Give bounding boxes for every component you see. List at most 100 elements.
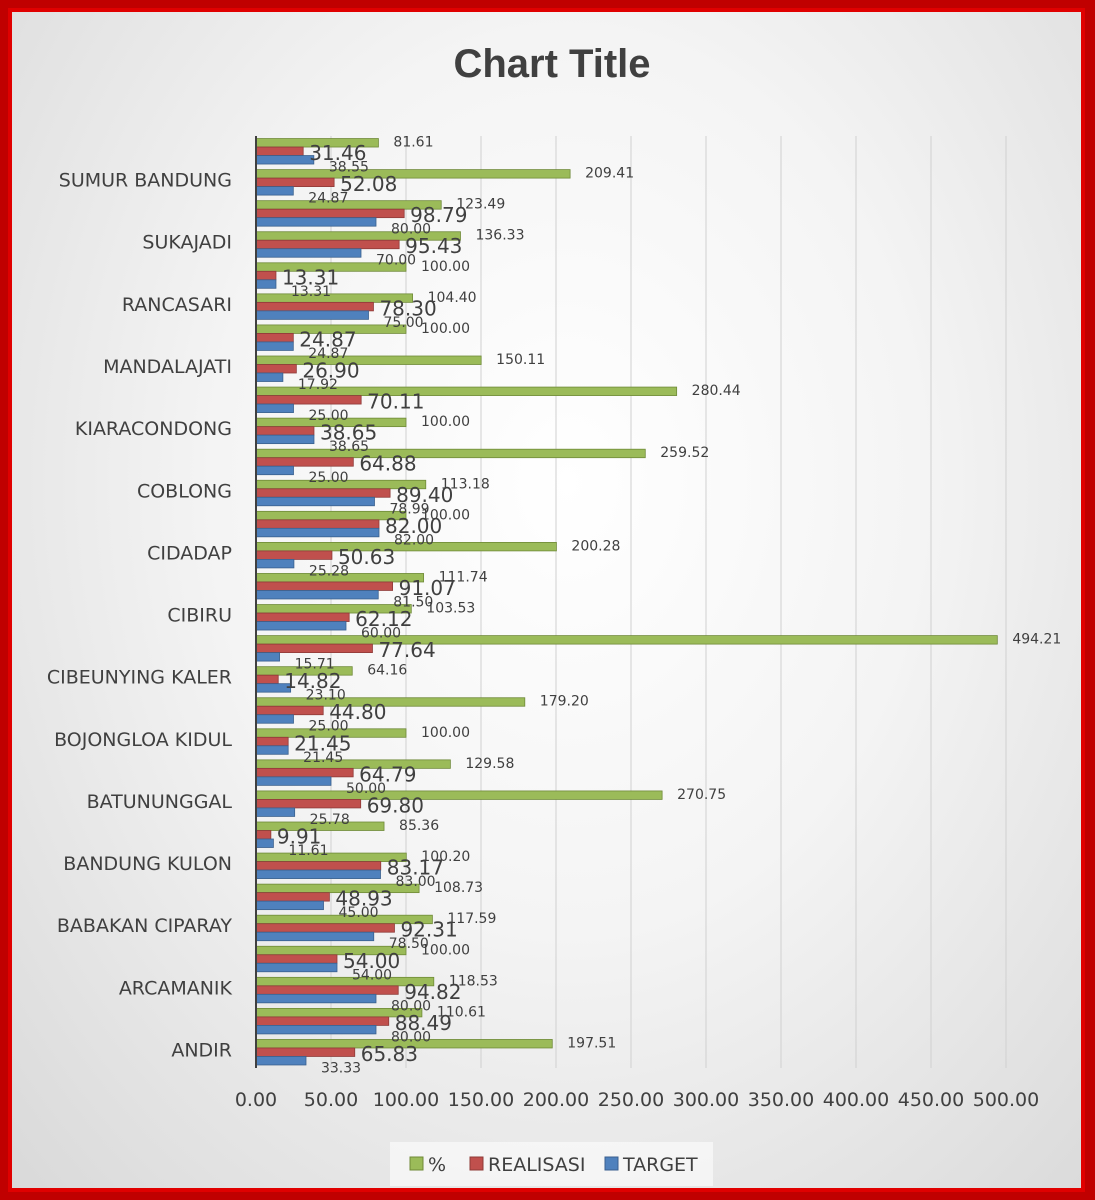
bar-realisasi xyxy=(255,177,335,188)
data-label-pct: 129.58 xyxy=(465,756,514,772)
data-label-target: 11.61 xyxy=(288,843,328,859)
data-label-realisasi: 91.07 xyxy=(399,576,456,600)
data-label-pct: 197.51 xyxy=(567,1035,616,1051)
bar-target xyxy=(255,341,294,351)
data-label-realisasi: 98.79 xyxy=(410,203,467,227)
bar-realisasi xyxy=(255,426,315,436)
bar-realisasi xyxy=(255,892,330,902)
data-label-realisasi: 64.88 xyxy=(359,452,416,476)
data-label-pct: 108.73 xyxy=(434,880,483,896)
bar-target xyxy=(255,310,369,320)
legend-label-realisasi: REALISASI xyxy=(488,1154,585,1176)
bar-target xyxy=(255,248,362,258)
data-label-pct: 104.40 xyxy=(428,290,477,306)
data-label-realisasi: 95.43 xyxy=(405,234,462,258)
bar-realisasi xyxy=(255,581,394,591)
category-label: BOJONGLOA KIDUL xyxy=(54,729,232,751)
data-label-target: 54.00 xyxy=(352,967,392,983)
bar-target xyxy=(255,155,315,165)
data-label-realisasi: 70.11 xyxy=(367,390,424,414)
bar-realisasi xyxy=(255,457,354,467)
data-label-pct: 85.36 xyxy=(399,818,439,834)
legend-label-target: TARGET xyxy=(622,1154,698,1176)
data-label-realisasi: 83.17 xyxy=(387,856,444,880)
bar-target xyxy=(255,621,347,631)
data-label-realisasi: 31.46 xyxy=(309,141,366,165)
data-label-realisasi: 78.30 xyxy=(379,296,436,320)
bar-realisasi xyxy=(255,985,399,995)
bar-realisasi xyxy=(255,830,272,840)
data-label-realisasi: 62.12 xyxy=(355,607,412,631)
bar-target xyxy=(255,993,377,1004)
bar-target xyxy=(255,807,296,817)
data-label-pct: 117.59 xyxy=(447,911,496,927)
bar-target xyxy=(255,652,280,662)
data-label-pct: 209.41 xyxy=(585,166,634,182)
bar-target xyxy=(255,1056,307,1066)
legend-swatch-realisasi xyxy=(469,1156,484,1171)
bar-target xyxy=(255,527,380,538)
data-label-pct: 136.33 xyxy=(475,228,524,244)
data-label-pct: 81.61 xyxy=(393,135,433,151)
bar-target xyxy=(255,434,315,445)
data-label-target: 25.00 xyxy=(309,470,349,486)
bar-pct xyxy=(255,852,407,862)
data-label-target: 78.50 xyxy=(389,936,429,952)
bar-target xyxy=(255,838,274,848)
category-label: BANDUNG KULON xyxy=(63,853,232,875)
category-labels: ANDIR ARCAMANIK BABAKAN CIPARAY BANDUNG KUL… xyxy=(47,170,233,1062)
bar-pct xyxy=(255,448,646,459)
data-label-realisasi: 13.31 xyxy=(282,265,339,289)
data-label-pct: 100.00 xyxy=(421,259,470,275)
data-label-target: 38.65 xyxy=(329,439,369,455)
category-label: BABAKAN CIPARAY xyxy=(57,915,233,937)
category-label: CIBEUNYING KALER xyxy=(47,667,232,689)
x-tick-label: 0.00 xyxy=(235,1089,277,1111)
data-label-target: 78.99 xyxy=(389,501,429,517)
x-tick-label: 200.00 xyxy=(523,1089,589,1111)
legend: % REALISASI TARGET xyxy=(390,1142,713,1186)
x-tick-label: 350.00 xyxy=(748,1089,814,1111)
data-label-pct: 118.53 xyxy=(449,973,498,989)
data-label-target: 24.87 xyxy=(308,346,348,362)
bar-target xyxy=(255,776,332,786)
data-label-pct: 100.20 xyxy=(421,849,470,865)
x-tick-label: 500.00 xyxy=(973,1089,1039,1111)
gridlines xyxy=(330,136,1007,1068)
data-label-target: 82.00 xyxy=(394,532,434,548)
bar-realisasi xyxy=(255,333,294,343)
data-label-pct: 100.00 xyxy=(421,321,470,337)
legend-swatch-pct xyxy=(409,1156,424,1171)
data-label-target: 70.00 xyxy=(376,253,416,269)
data-label-realisasi: 65.83 xyxy=(361,1042,418,1066)
bar-pct xyxy=(255,759,451,769)
data-label-pct: 100.00 xyxy=(421,725,470,741)
category-label: RANCASARI xyxy=(122,294,232,316)
bar-target xyxy=(255,745,289,755)
bar-realisasi xyxy=(255,550,333,560)
bar-target xyxy=(255,559,295,569)
data-label-target: 13.31 xyxy=(291,284,331,300)
data-label-realisasi: 92.31 xyxy=(400,918,457,942)
data-label-target: 33.33 xyxy=(321,1060,361,1076)
x-tick-label: 300.00 xyxy=(673,1089,739,1111)
bar-target xyxy=(255,590,379,600)
data-label-target: 17.92 xyxy=(298,377,338,393)
data-label-realisasi: 24.87 xyxy=(299,327,356,351)
data-label-pct: 280.44 xyxy=(692,383,741,399)
bar-realisasi xyxy=(255,488,391,498)
bar-pct xyxy=(255,510,407,521)
legend-box xyxy=(390,1142,713,1186)
x-tick-label: 250.00 xyxy=(598,1089,664,1111)
data-label-target: 25.00 xyxy=(309,719,349,735)
data-label-realisasi: 82.00 xyxy=(385,514,442,538)
bar-target xyxy=(255,1025,377,1035)
data-label-realisasi: 54.00 xyxy=(343,949,400,973)
category-label: ANDIR xyxy=(171,1039,232,1061)
data-label-target: 45.00 xyxy=(339,905,379,921)
category-label: BATUNUNGGAL xyxy=(87,791,233,813)
bar-realisasi xyxy=(255,395,362,405)
bar-pct xyxy=(255,790,663,800)
category-label: ARCAMANIK xyxy=(119,977,233,999)
